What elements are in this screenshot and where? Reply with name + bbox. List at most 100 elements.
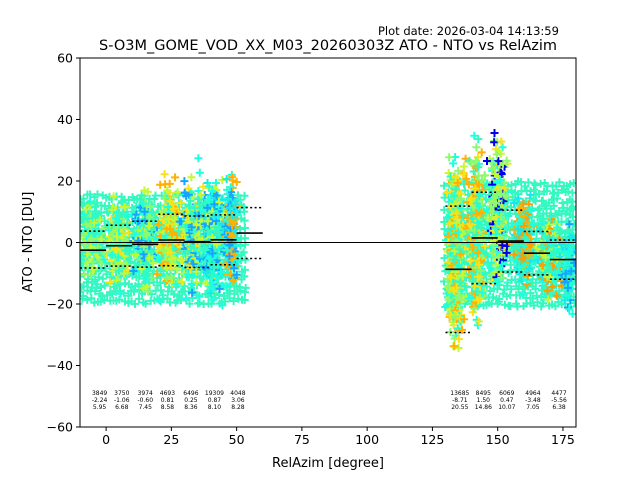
y-axis-ticks: −60 −40 −20 0 20 40 60 <box>47 51 80 435</box>
data-point <box>464 294 473 303</box>
data-point <box>454 166 463 175</box>
data-point <box>500 190 509 199</box>
data-point <box>195 168 204 177</box>
data-point <box>231 200 240 209</box>
x-tick-label: 50 <box>229 432 245 447</box>
data-point <box>189 215 198 224</box>
data-point <box>109 192 118 201</box>
data-point <box>532 291 541 300</box>
data-point <box>441 303 450 311</box>
data-point <box>543 262 552 271</box>
data-point <box>176 199 185 207</box>
data-point <box>445 153 454 162</box>
data-point <box>440 181 449 190</box>
data-point <box>495 295 504 303</box>
data-point <box>142 258 151 267</box>
data-point <box>228 176 237 185</box>
data-point <box>212 179 220 187</box>
data-point <box>88 278 97 286</box>
data-point <box>565 305 574 314</box>
data-point <box>203 203 212 212</box>
data-point <box>204 227 212 236</box>
data-point <box>473 272 482 281</box>
data-point <box>93 190 102 199</box>
data-point <box>108 228 117 237</box>
data-point <box>155 242 164 251</box>
data-point <box>555 178 564 187</box>
data-point <box>517 178 526 187</box>
y-tick-label: −20 <box>47 297 73 312</box>
data-point <box>470 226 479 235</box>
data-point <box>490 138 499 147</box>
data-point <box>474 135 483 144</box>
data-point <box>97 283 105 292</box>
data-point <box>517 255 526 264</box>
data-point <box>466 256 475 265</box>
data-point <box>208 279 217 288</box>
data-point <box>145 213 154 222</box>
data-point <box>185 229 194 237</box>
data-point <box>139 199 148 208</box>
data-point <box>173 188 182 197</box>
data-point <box>444 295 453 304</box>
data-point <box>563 283 572 292</box>
data-point <box>230 264 238 273</box>
data-point <box>121 236 130 245</box>
data-point <box>240 265 249 274</box>
data-point <box>147 247 156 256</box>
data-point <box>196 190 205 199</box>
data-point <box>454 260 463 269</box>
data-point <box>160 193 169 202</box>
data-point <box>455 291 464 300</box>
data-point <box>519 222 528 231</box>
data-point <box>526 289 535 298</box>
data-point <box>507 203 515 212</box>
bin-std-label: 8.36 <box>184 404 198 411</box>
data-point <box>537 242 546 251</box>
data-point <box>502 248 511 257</box>
data-point <box>481 195 490 204</box>
data-point <box>86 197 95 206</box>
data-point <box>563 226 572 235</box>
data-point <box>535 189 543 198</box>
data-point <box>107 205 116 214</box>
data-point <box>167 255 176 264</box>
data-point <box>192 278 201 287</box>
data-point <box>240 224 249 232</box>
data-point <box>450 247 459 255</box>
data-point <box>187 223 196 232</box>
bin-median-label: -5.56 <box>551 397 567 404</box>
data-point <box>200 243 209 252</box>
y-tick-label: −60 <box>47 420 73 435</box>
data-point <box>187 173 196 182</box>
x-tick-label: 175 <box>551 432 575 447</box>
bin-statistics-lines <box>80 191 576 334</box>
data-point <box>458 325 466 334</box>
data-point <box>222 175 231 184</box>
data-point <box>223 185 232 194</box>
data-point <box>455 245 464 254</box>
data-point <box>457 194 466 203</box>
data-point <box>443 188 451 197</box>
bin-median-label: -2.24 <box>92 397 108 404</box>
data-point <box>207 299 216 308</box>
data-point <box>156 286 165 295</box>
data-point <box>203 217 212 226</box>
data-point <box>154 220 163 229</box>
y-tick-label: −40 <box>47 358 73 373</box>
data-point <box>568 309 576 318</box>
data-point <box>514 194 523 203</box>
data-point <box>208 187 217 195</box>
data-point <box>180 282 189 291</box>
data-point <box>562 291 570 300</box>
data-point <box>163 186 172 195</box>
data-point <box>509 250 518 259</box>
data-point <box>552 291 561 300</box>
data-point <box>471 184 480 193</box>
x-tick-label: 150 <box>486 432 510 447</box>
data-point <box>206 289 215 298</box>
data-point <box>190 244 199 253</box>
data-point <box>202 268 211 277</box>
bin-count-label: 3750 <box>114 390 129 397</box>
